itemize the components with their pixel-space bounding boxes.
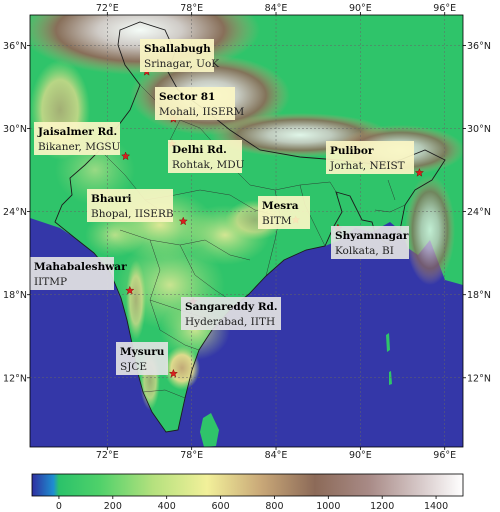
lat-tick-label-right: 24°N [467,207,491,218]
site-label-box [87,189,173,222]
site-label: Delhi Rd. Rohtak, MDU [168,140,245,173]
site-label-box [116,342,168,375]
site-star-marker [178,216,188,226]
lat-tick-label-right: 18°N [467,290,491,301]
site-label: Sector 81 Mohali, IISERM [155,87,245,120]
site-label: Mysuru SJCE [116,342,168,375]
site-label: Sangareddy Rd. Hyderabad, IITH [181,297,281,330]
site-label: Jaisalmer Rd. Bikaner, MGSU [34,122,121,155]
elevation-colorbar: 0 200 400 600 800 1000 1200 1400 [31,473,464,512]
site-institution: Kolkata, BI [335,245,394,257]
sri-lanka [200,413,219,447]
colorbar-tick-label: 200 [104,501,122,512]
lat-tick-label-left: 36°N [3,41,27,52]
map-axes: 72°E 72°E 78°E 78°E 84°E 84°E 90°E 90°E 96°E 96°E… [3,3,491,461]
site-name: Shyamnagar [335,230,409,242]
lat-tick-label-right: 36°N [467,41,491,52]
site-label-box [140,39,214,72]
site-name: Bhauri [91,193,131,205]
site-label: Shallabugh Srinagar, UoK [140,39,219,72]
site-institution: Rohtak, MDU [172,159,245,171]
site-name: Sector 81 [159,91,215,103]
lon-tick-label-top: 96°E [433,3,456,14]
site-label-box [326,141,414,174]
site-institution: Bikaner, MGSU [38,141,121,153]
map-frame [29,14,464,448]
site-labels: Shallabugh Srinagar, UoK Sector 81 Mohali, … [30,39,414,375]
site-label-box [155,87,235,120]
site-name: Mysuru [120,346,165,358]
site-label-box [331,226,409,259]
site-institution: Mohali, IISERM [159,106,245,118]
lon-tick-label-top: 78°E [180,3,203,14]
lat-tick-label-left: 30°N [3,124,27,135]
lat-tick-label-right: 30°N [467,124,491,135]
site-institution: Bhopal, IISERB [91,208,174,220]
site-label: Bhauri Bhopal, IISERB [87,189,174,222]
colorbar-tick-label: 1200 [370,501,394,512]
colorbar-tick-label: 400 [158,501,176,512]
site-institution: IITMP [34,276,67,288]
site-label: Mesra BITM [258,196,310,229]
site-institution: Srinagar, UoK [144,58,219,70]
andaman-islands [386,333,392,385]
site-name: Mahabaleshwar [34,261,127,273]
site-label-box [34,122,120,155]
colorbar-tick-label: 1400 [424,501,448,512]
map-plot-area: Shallabugh Srinagar, UoK Sector 81 Mohali, … [30,15,463,447]
site-label: Mahabaleshwar IITMP [30,257,127,290]
site-institution: Jorhat, NEIST [329,160,405,172]
site-name: Mesra [262,200,299,212]
site-star-marker [121,151,131,161]
site-name: Delhi Rd. [172,144,227,156]
site-name: Sangareddy Rd. [185,301,278,313]
lon-tick-label-bottom: 90°E [349,450,372,461]
colorbar-tick-label: 600 [211,501,229,512]
site-star-marker [414,168,424,177]
lon-tick-label-top: 84°E [265,3,288,14]
lon-tick-label-bottom: 78°E [180,450,203,461]
site-institution: SJCE [120,361,147,373]
site-label: Pulibor Jorhat, NEIST [326,141,414,174]
site-label: Shyamnagar Kolkata, BI [331,226,409,259]
lon-tick-label-bottom: 96°E [433,450,456,461]
site-label-box [181,297,281,330]
site-name: Jaisalmer Rd. [37,126,117,138]
site-name: Pulibor [330,145,374,157]
lon-tick-label-top: 72°E [96,3,119,14]
site-label-box [30,257,114,290]
colorbar-tick-label: 1000 [316,501,340,512]
site-institution: Hyderabad, IITH [185,316,275,328]
lat-tick-label-left: 24°N [3,207,27,218]
lon-tick-label-top: 90°E [349,3,372,14]
site-star-marker [168,368,178,378]
colorbar-bar [31,473,464,497]
site-name: Shallabugh [144,43,211,55]
lon-tick-label-bottom: 84°E [265,450,288,461]
lat-tick-label-left: 12°N [3,373,27,384]
colorbar-tick-label: 800 [265,501,283,512]
site-label-box [168,140,242,173]
site-label-box [258,196,310,229]
lat-tick-label-left: 18°N [3,290,27,301]
lat-tick-label-right: 12°N [467,373,491,384]
site-star-marker [125,285,135,295]
site-institution: BITM [262,215,292,227]
colorbar-tick-label: 0 [56,501,62,512]
lon-tick-label-bottom: 72°E [96,450,119,461]
